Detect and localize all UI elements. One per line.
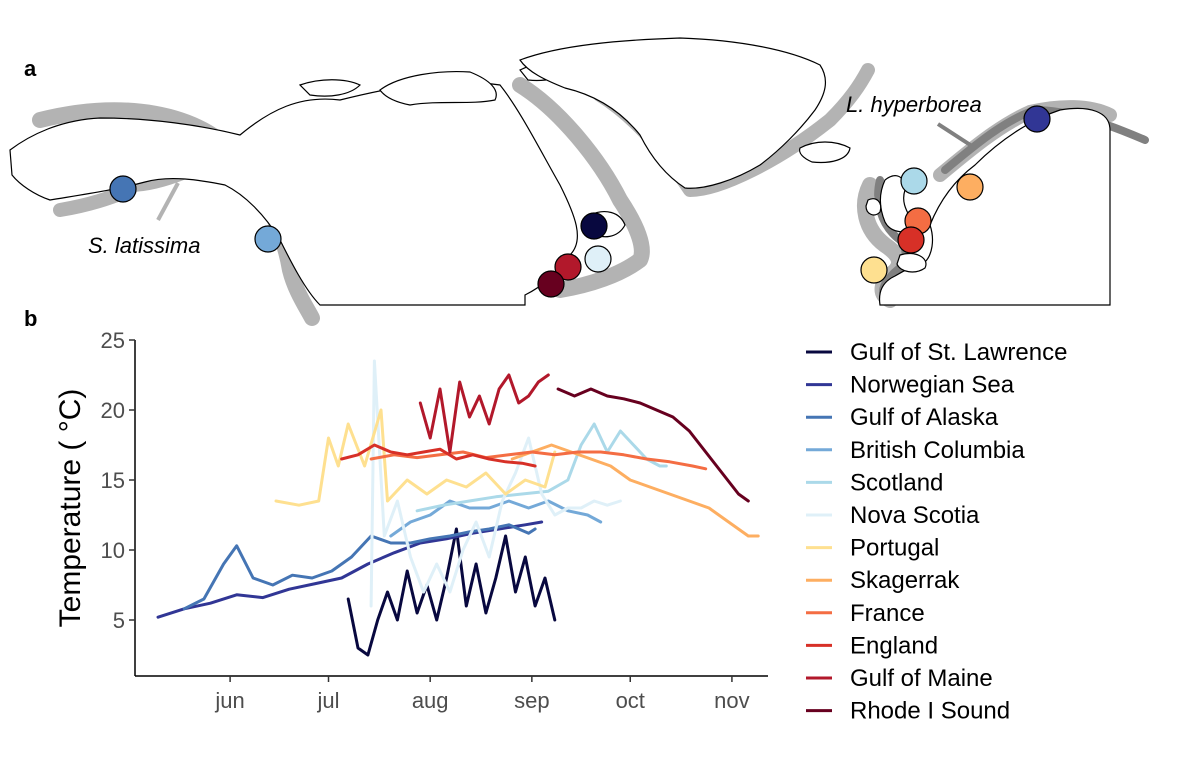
series-line-rhode-i-sound (556, 387, 750, 503)
site-marker-gulf-of-alaska (109, 175, 137, 203)
series-line-norwegian-sea (156, 520, 544, 619)
s-latissima-label: S. latissima (88, 233, 200, 258)
y-tick-label: 10 (101, 538, 125, 563)
world-map: S. latissima L. hyperborea (9, 37, 1149, 326)
site-marker-gulf-of-maine (554, 253, 582, 281)
x-tick-label: nov (714, 688, 749, 713)
site-marker-rhode-i-sound (537, 270, 565, 298)
panel-b-label: b (24, 306, 37, 331)
series-line-skagerrak (510, 443, 760, 538)
site-marker-skagerrak (956, 173, 984, 201)
series-lines (156, 359, 760, 657)
l-hyperborea-pointer (936, 122, 977, 150)
x-tick-label: jun (214, 688, 244, 713)
series-line-scotland (415, 422, 668, 513)
legend-label-england: England (850, 632, 938, 659)
site-marker-nova-scotia (584, 245, 612, 273)
site-marker-england (897, 226, 925, 254)
y-axis-ticks: 5 10 15 20 25 (101, 328, 135, 633)
y-tick-label: 5 (113, 608, 125, 633)
x-tick-label: oct (616, 688, 645, 713)
legend-label-gulf-of-st-lawrence: Gulf of St. Lawrence (850, 339, 1067, 366)
legend-label-gulf-of-alaska: Gulf of Alaska (850, 404, 999, 431)
x-axis-ticks: jun jul aug sep oct nov (214, 676, 750, 713)
series-line-british-columbia (389, 499, 603, 538)
series-line-england (340, 443, 537, 468)
series-line-gulf-of-st-lawrence (346, 527, 557, 657)
legend: Gulf of St. Lawrence Norwegian Sea Gulf of… (806, 339, 1067, 725)
temperature-chart: 5 10 15 20 25 jun jul aug sep oct nov Temperature… (54, 328, 768, 713)
x-tick-label: jul (316, 688, 339, 713)
y-tick-label: 25 (101, 328, 125, 353)
legend-label-portugal: Portugal (850, 535, 939, 562)
y-axis-title: Temperature ( °C) (54, 389, 87, 628)
site-marker-gulf-of-st-lawrence (580, 212, 608, 240)
panel-a-label: a (24, 56, 37, 81)
series-line-portugal (274, 408, 557, 507)
legend-label-norwegian-sea: Norwegian Sea (850, 372, 1015, 399)
landmasses (9, 37, 1111, 306)
site-marker-british-columbia (254, 225, 282, 253)
l-hyperborea-label: L. hyperborea (846, 92, 982, 117)
x-tick-label: sep (514, 688, 549, 713)
site-marker-portugal (860, 256, 888, 284)
legend-label-nova-scotia: Nova Scotia (850, 502, 980, 529)
site-marker-norwegian-sea (1023, 105, 1051, 133)
legend-label-british-columbia: British Columbia (850, 437, 1025, 464)
s-latissima-pointer (156, 182, 180, 221)
series-line-nova-scotia (369, 359, 622, 608)
series-line-gulf-of-alaska (182, 523, 537, 611)
legend-label-gulf-of-maine: Gulf of Maine (850, 665, 993, 692)
legend-label-scotland: Scotland (850, 469, 943, 496)
legend-label-rhode-i-sound: Rhode I Sound (850, 698, 1010, 725)
series-line-gulf-of-maine (418, 373, 550, 454)
site-marker-scotland (900, 167, 928, 195)
legend-label-skagerrak: Skagerrak (850, 567, 960, 594)
series-line-france (369, 450, 708, 471)
x-tick-label: aug (412, 688, 449, 713)
y-tick-label: 20 (101, 398, 125, 423)
site-markers (109, 105, 1051, 298)
y-tick-label: 15 (101, 468, 125, 493)
legend-label-france: France (850, 600, 925, 627)
